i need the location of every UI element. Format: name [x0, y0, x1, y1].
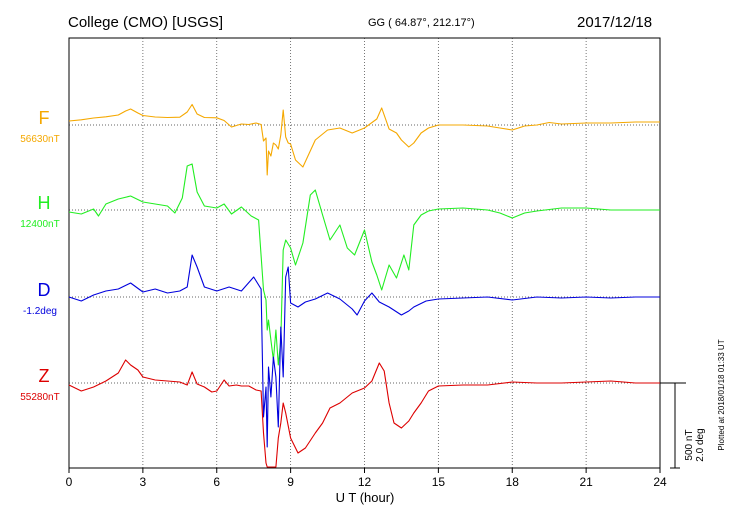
series-baseline-h: 12400nT: [20, 219, 59, 230]
series-baseline-d: -1.2deg: [23, 306, 57, 317]
scale-label-deg: 2.0 deg: [695, 428, 706, 461]
x-tick-label-6: 6: [213, 475, 220, 489]
series-baseline-f: 56630nT: [20, 134, 59, 145]
series-line-h: [68, 163, 660, 366]
x-tick-label-18: 18: [506, 475, 520, 489]
coordinates: GG ( 64.87°, 212.17°): [368, 17, 475, 29]
x-tick-label-24: 24: [653, 475, 667, 489]
grid-lines: [142, 38, 587, 468]
date-label: 2017/12/18: [577, 14, 653, 31]
x-tick-label-3: 3: [140, 475, 147, 489]
series-lines: [68, 103, 660, 468]
series-name-h: H: [38, 193, 51, 213]
x-tick-label-12: 12: [358, 475, 372, 489]
scale-label-nt: 500 nT: [684, 429, 695, 460]
series-name-d: D: [38, 280, 51, 300]
series-line-z: [68, 359, 660, 468]
series-line-f: [68, 103, 660, 176]
series-labels: F 56630nT H 12400nT D -1.2deg Z 55280nT: [20, 108, 59, 403]
plotted-note: Plotted at 2018/01/18 01:33 UT: [717, 339, 726, 450]
series-name-f: F: [39, 108, 50, 128]
x-tick-label-0: 0: [66, 475, 73, 489]
series-name-z: Z: [39, 366, 50, 386]
series-baseline-z: 55280nT: [20, 392, 59, 403]
x-tick-label-21: 21: [579, 475, 593, 489]
series-line-d: [68, 254, 660, 448]
x-axis-label: U T (hour): [336, 490, 395, 505]
x-tick-label-9: 9: [287, 475, 294, 489]
scale-bar: [660, 382, 686, 469]
x-ticks: 0 3 6 9 12 15 18 21 24: [66, 468, 667, 489]
station-title: College (CMO) [USGS]: [68, 14, 224, 31]
x-tick-label-15: 15: [432, 475, 446, 489]
plot-frame: [68, 37, 661, 469]
